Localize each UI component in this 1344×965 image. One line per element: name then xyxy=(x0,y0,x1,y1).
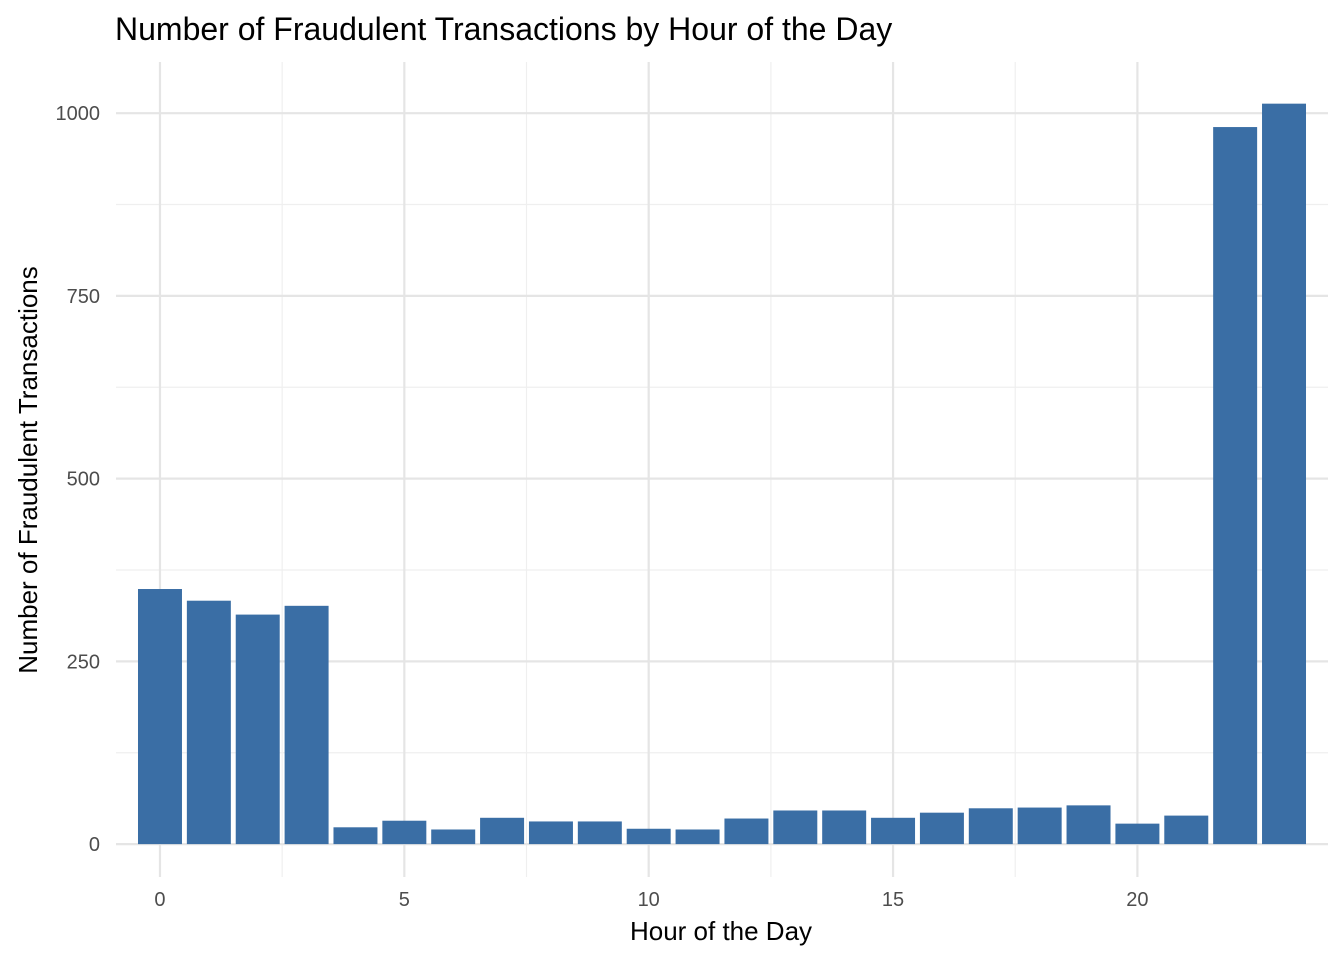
x-axis-label: Hour of the Day xyxy=(630,916,812,946)
x-tick-labels: 0 5 10 15 20 xyxy=(154,889,1148,911)
chart-title: Number of Fraudulent Transactions by Hou… xyxy=(115,11,892,47)
bar-hour-4 xyxy=(333,827,378,845)
bar-hour-5 xyxy=(382,820,427,845)
bar-hour-20 xyxy=(1115,823,1160,845)
y-tick-label: 1000 xyxy=(56,103,101,125)
bar-hour-12 xyxy=(724,818,769,845)
x-tick-label: 20 xyxy=(1126,889,1148,911)
bar-hour-9 xyxy=(577,821,622,845)
bar-hour-18 xyxy=(1017,807,1062,845)
bar-hour-16 xyxy=(919,812,964,845)
bar-hour-3 xyxy=(284,605,329,845)
bar-hour-6 xyxy=(431,829,476,845)
bar-hour-2 xyxy=(235,614,280,845)
x-tick-label: 10 xyxy=(638,889,660,911)
bar-hour-23 xyxy=(1262,103,1307,845)
bar-hour-17 xyxy=(968,808,1013,845)
y-tick-labels: 0 250 500 750 1000 xyxy=(56,103,101,856)
bar-hour-15 xyxy=(871,817,916,845)
bar-hour-21 xyxy=(1164,815,1209,845)
bar-hour-19 xyxy=(1066,805,1111,845)
y-tick-label: 750 xyxy=(67,286,100,308)
bar-hour-11 xyxy=(675,829,720,845)
bar-hour-7 xyxy=(480,817,525,845)
bar-hour-22 xyxy=(1213,127,1258,845)
y-tick-label: 0 xyxy=(89,834,100,856)
x-tick-label: 15 xyxy=(882,889,904,911)
y-axis-label: Number of Fraudulent Transactions xyxy=(13,266,43,674)
bar-hour-0 xyxy=(137,589,182,845)
y-tick-label: 250 xyxy=(67,651,100,673)
bars xyxy=(137,103,1307,845)
bar-hour-8 xyxy=(528,821,573,845)
bar-hour-10 xyxy=(626,828,671,845)
y-tick-label: 500 xyxy=(67,469,100,491)
bar-hour-14 xyxy=(822,810,867,845)
bar-hour-1 xyxy=(186,600,231,845)
x-tick-label: 5 xyxy=(399,889,410,911)
x-tick-label: 0 xyxy=(154,889,165,911)
bar-hour-13 xyxy=(773,810,818,845)
